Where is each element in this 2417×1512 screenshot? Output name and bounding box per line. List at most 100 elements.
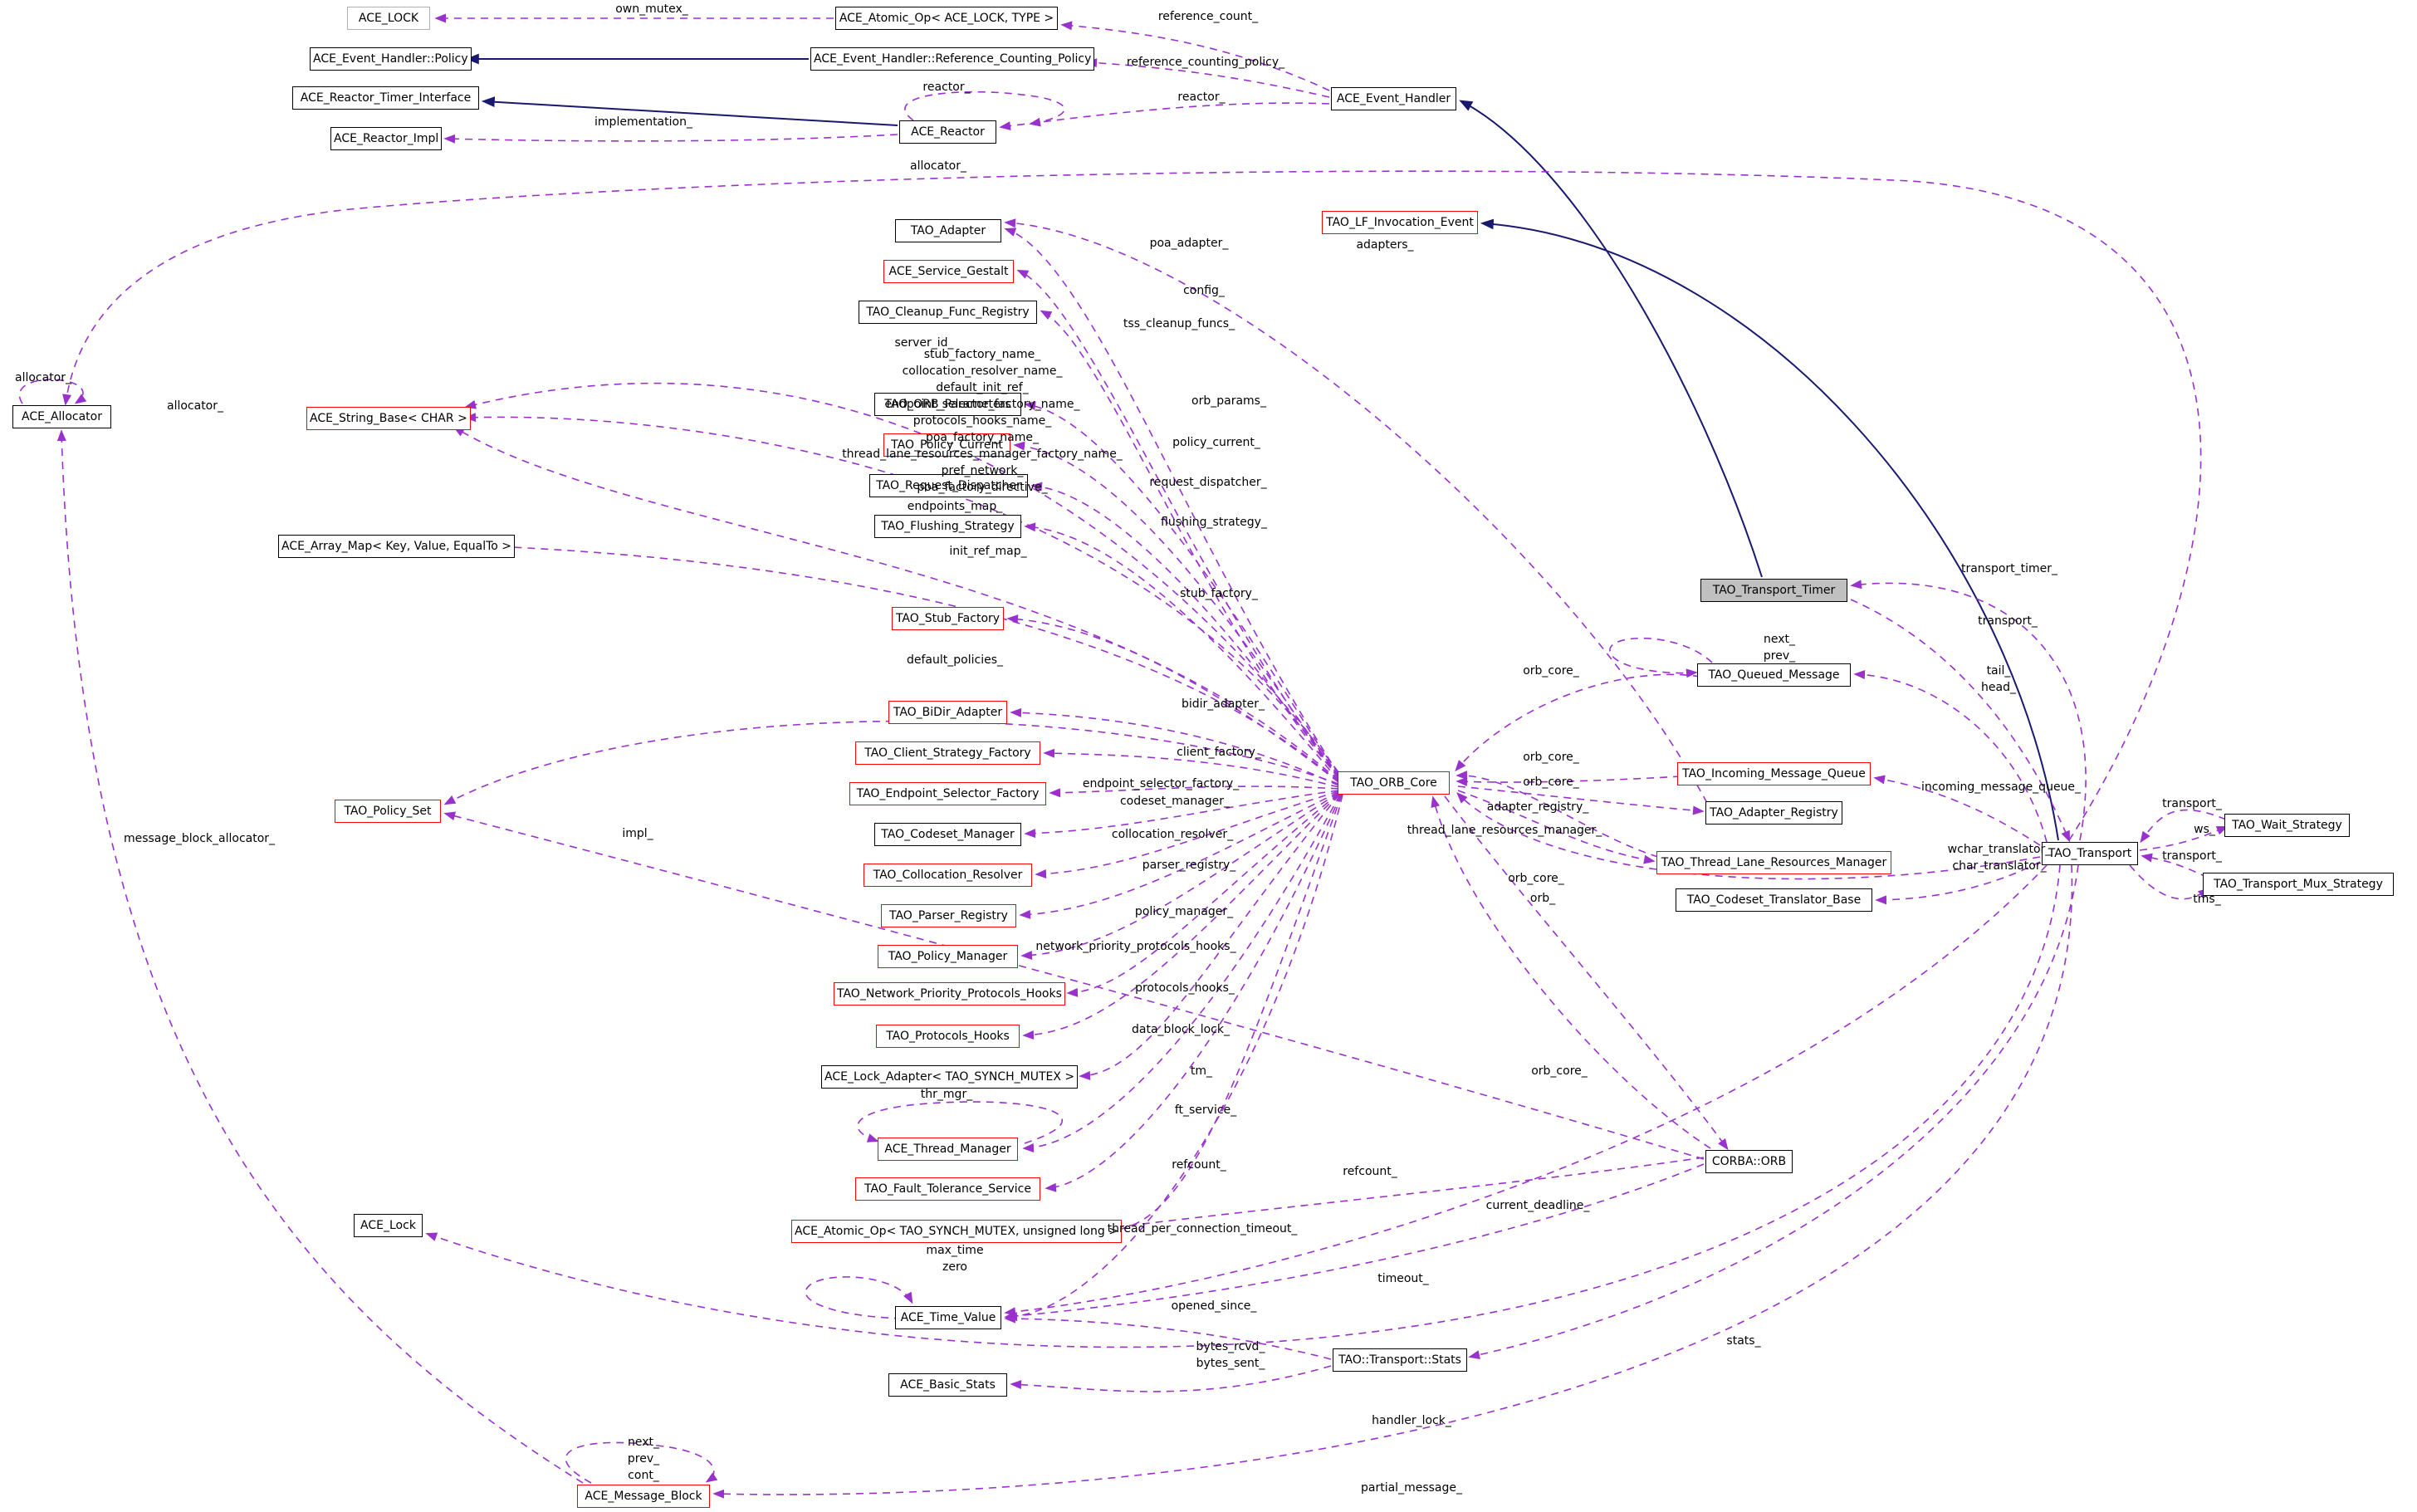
node-label: TAO_Collocation_Resolver [873,869,1023,882]
node-ace-basic-stats[interactable]: ACE_Basic_Stats [888,1373,1007,1397]
association-edge [1850,599,2071,843]
node-tao-codeset-manager[interactable]: TAO_Codeset_Manager [874,823,1021,846]
node-tao-transport-mux-strategy[interactable]: TAO_Transport_Mux_Strategy [2203,873,2394,896]
edge-label-line: adapter_registry_ [1486,800,1589,814]
node-corba-orb[interactable]: CORBA::ORB [1705,1150,1793,1173]
node-ace-reactor[interactable]: ACE_Reactor [899,120,996,144]
node-ace-allocator[interactable]: ACE_Allocator [12,405,111,428]
edge-label-line: transport_ [2162,797,2222,810]
node-ace-service-gestalt[interactable]: ACE_Service_Gestalt [883,260,1014,283]
node-tao-adapter[interactable]: TAO_Adapter [895,219,1001,242]
node-tao-adapter-registry[interactable]: TAO_Adapter_Registry [1705,801,1842,825]
edge-label: server_id_ [894,335,953,351]
node-tao-policy-current[interactable]: TAO_Policy_Current [883,433,1010,457]
node-ace-atomic-op-lock[interactable]: ACE_Atomic_Op< ACE_LOCK, TYPE > [835,7,1058,30]
node-label: TAO_Policy_Set [344,805,432,818]
edge-label-line: codeset_manager_ [1119,795,1231,808]
node-tao-orb-core[interactable]: TAO_ORB_Core [1338,771,1450,795]
node-tao-bidir-adapter[interactable]: TAO_BiDir_Adapter [888,701,1007,724]
node-label: TAO_Adapter_Registry [1710,806,1838,820]
node-ace-string-base[interactable]: ACE_String_Base< CHAR > [306,407,471,430]
node-ace-reactor-impl[interactable]: ACE_Reactor_Impl [330,127,443,150]
node-tao-transport[interactable]: TAO_Transport [2042,842,2138,865]
edge-label: adapter_registry_ [1487,799,1588,815]
edge-label: orb_params_ [1191,393,1266,409]
edge-label: incoming_message_queue_ [1921,779,2081,795]
edge-label: tm_ [1191,1063,1212,1079]
node-ace-message-block[interactable]: ACE_Message_Block [577,1485,710,1508]
edge-label-line: orb_ [1529,892,1556,905]
edge-label: current_deadline_ [1486,1197,1590,1214]
node-tao-wait-strategy[interactable]: TAO_Wait_Strategy [2224,814,2350,837]
node-tao-flushing-strategy[interactable]: TAO_Flushing_Strategy [874,515,1021,538]
edge-label: orb_core_ [1523,774,1579,790]
edge-label-line: partial_message_ [1361,1481,1462,1495]
node-tao-protocols-hooks[interactable]: TAO_Protocols_Hooks [876,1025,1020,1048]
node-ace-time-value[interactable]: ACE_Time_Value [895,1306,1001,1329]
edge-label-line: message_block_allocator_ [123,832,276,845]
node-tao-network-priority-protocols-hooks[interactable]: TAO_Network_Priority_Protocols_Hooks [834,982,1065,1006]
node-tao-codeset-translator-base[interactable]: TAO_Codeset_Translator_Base [1676,888,1872,912]
association-edge [1875,861,2041,905]
node-tao-cleanup-func-registry[interactable]: TAO_Cleanup_Func_Registry [859,301,1037,324]
edge-label-line: protocols_hooks_ [1135,981,1235,995]
node-ace-lock[interactable]: ACE_Lock [354,1214,423,1237]
node-tao-stub-factory[interactable]: TAO_Stub_Factory [892,607,1004,630]
node-ace-thread-manager[interactable]: ACE_Thread_Manager [878,1138,1018,1161]
node-tao-client-strategy-factory[interactable]: TAO_Client_Strategy_Factory [855,741,1040,765]
node-tao-transport-stats[interactable]: TAO::Transport::Stats [1333,1348,1467,1372]
node-tao-incoming-message-queue[interactable]: TAO_Incoming_Message_Queue [1677,762,1871,785]
edge-label: policy_current_ [1172,434,1260,451]
node-ace-lock-adapter[interactable]: ACE_Lock_Adapter< TAO_SYNCH_MUTEX > [821,1065,1079,1089]
node-ace-atomic-op-synch[interactable]: ACE_Atomic_Op< TAO_SYNCH_MUTEX, unsigned… [791,1220,1122,1243]
edge-label-line: policy_manager_ [1134,905,1234,918]
node-ace-event-handler[interactable]: ACE_Event_Handler [1331,87,1456,110]
association-edge [1060,21,1330,91]
node-label: ACE_Basic_Stats [900,1378,996,1392]
node-ace-event-handler-policy[interactable]: ACE_Event_Handler::Policy [310,47,472,71]
node-tao-fault-tolerance-service[interactable]: TAO_Fault_Tolerance_Service [855,1177,1040,1201]
node-tao-parser-registry[interactable]: TAO_Parser_Registry [881,904,1016,927]
edge-label-line: transport_ [1978,614,2038,628]
node-tao-request-dispatcher[interactable]: TAO_Request_Dispatcher [869,474,1028,497]
edge-label-line: stub_factory_ [1180,587,1258,600]
node-ace-event-handler-ref-counting-policy[interactable]: ACE_Event_Handler::Reference_Counting_Po… [810,47,1095,71]
association-edge [492,542,1339,783]
association-edge [999,102,1330,131]
edge-label-line: thr_mgr_ [920,1088,973,1101]
edge-label-line: server_id_ [894,336,954,350]
association-edge [2141,853,2209,878]
node-label: TAO_Flushing_Strategy [881,520,1015,533]
node-label: TAO_Wait_Strategy [2232,819,2342,832]
edge-label: flushing_strategy_ [1161,514,1267,531]
node-tao-transport-timer[interactable]: TAO_Transport_Timer [1700,579,1847,602]
edge-label: impl_ [622,825,653,842]
node-tao-queued-message[interactable]: TAO_Queued_Message [1697,663,1851,687]
edge-label: allocator_ [910,158,966,174]
node-ace-reactor-timer-interface[interactable]: ACE_Reactor_Timer_Interface [292,86,479,110]
edge-label-line: orb_core_ [1531,1064,1588,1078]
edge-label-line: orb_core_ [1508,872,1564,885]
association-edge [1431,795,1711,1149]
edge-label-line: prev_ [627,1452,660,1466]
node-tao-lf-invocation-event[interactable]: TAO_LF_Invocation_Event [1322,211,1478,234]
node-tao-collocation-resolver[interactable]: TAO_Collocation_Resolver [864,864,1032,887]
node-tao-policy-set[interactable]: TAO_Policy_Set [335,800,441,823]
node-ace-array-map[interactable]: ACE_Array_Map< Key, Value, EqualTo > [278,535,516,558]
node-tao-policy-manager[interactable]: TAO_Policy_Manager [878,945,1018,968]
node-tao-orb-parameters[interactable]: TAO_ORB_Parameters [874,393,1021,416]
edge-label-line: orb_core_ [1523,776,1579,789]
edge-label: reference_counting_policy_ [1127,54,1284,71]
association-edge [1022,794,1339,1040]
association-edge [1107,1157,1705,1232]
edge-label: request_dispatcher_ [1149,474,1266,491]
node-tao-thread-lane-resources-manager[interactable]: TAO_Thread_Lane_Resources_Manager [1656,851,1891,874]
edge-label-line: poa_factory_name_ [925,431,1040,444]
node-label: TAO_ORB_Core [1350,776,1437,790]
edge-label-line: opened_since_ [1171,1299,1257,1313]
node-tao-endpoint-selector-factory[interactable]: TAO_Endpoint_Selector_Factory [849,782,1046,805]
edge-label-line: transport_timer_ [1960,562,2058,575]
node-label: TAO_Thread_Lane_Resources_Manager [1661,856,1887,869]
node-ace-lock-template[interactable]: ACE_LOCK [347,7,430,30]
edge-label: partial_message_ [1361,1480,1462,1496]
